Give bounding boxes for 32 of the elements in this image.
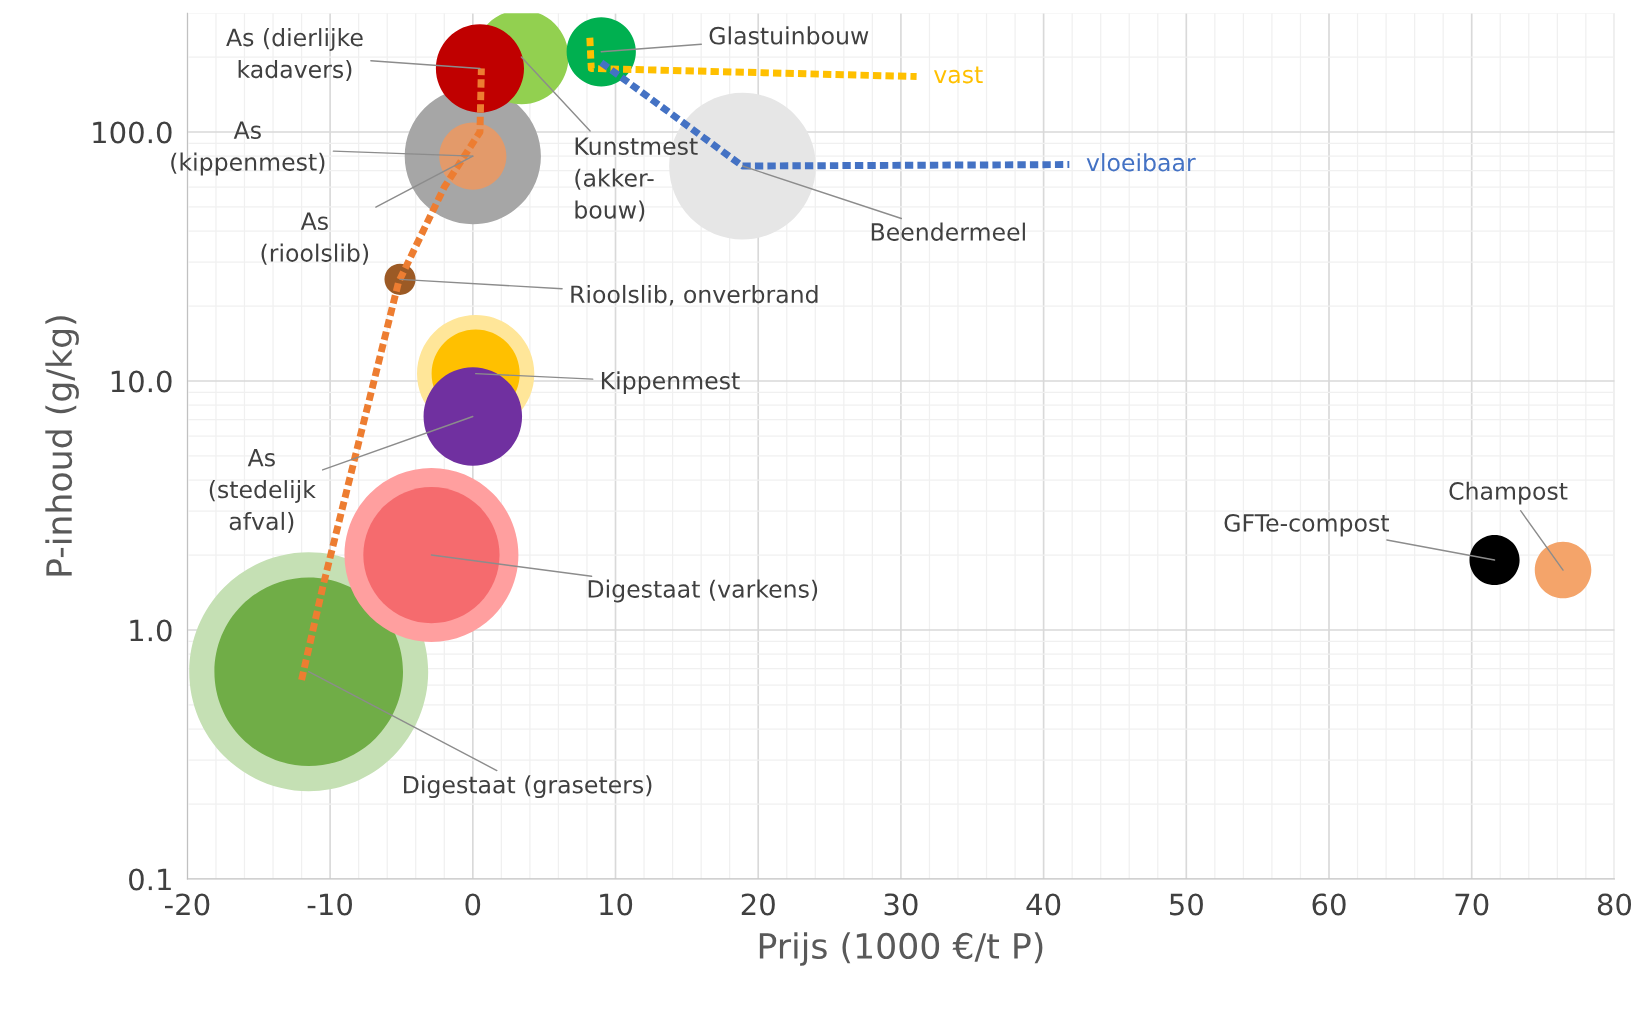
series-label: vloeibaar — [1086, 153, 1196, 172]
annotation: Champost — [1449, 481, 1568, 505]
x-tick-label: 70 — [1455, 893, 1489, 916]
x-tick-label: 30 — [884, 893, 918, 916]
annotation: Digestaat (graseters) — [404, 775, 652, 799]
annotation: Beendermeel — [871, 222, 1025, 241]
x-tick-label: 60 — [1312, 893, 1346, 916]
annotation: As (rioolslib) — [261, 212, 369, 265]
annotation: Digestaat (varkens) — [588, 579, 818, 603]
y-tick-label: 1.0 — [130, 619, 172, 642]
x-tick-label: 10 — [600, 893, 633, 916]
annotation: GFTe-compost — [1224, 514, 1389, 537]
annotation: Rioolslib, onverbrand — [571, 284, 818, 306]
annotation: Kippenmest — [601, 371, 740, 395]
annotation: As (stedelijk afval) — [209, 449, 316, 533]
y-tick-label: 0.1 — [129, 868, 171, 891]
y-tick-label: 100.0 — [93, 121, 172, 144]
x-tick-label: 50 — [1170, 893, 1203, 916]
x-tick-label: 0 — [465, 893, 481, 916]
x-tick-label: -10 — [307, 893, 352, 916]
x-tick-label: 40 — [1026, 893, 1061, 916]
y-tick-label: 10.0 — [111, 370, 172, 393]
annotation: Kunstmest (akker- bouw) — [575, 137, 698, 222]
x-axis-title: Prijs (1000 €/t P) — [759, 932, 1043, 966]
y-axis-title: P-inhoud (g/kg) — [45, 316, 79, 576]
series-label: vast — [933, 66, 983, 84]
x-tick-label: 80 — [1597, 893, 1632, 916]
annotation: As (kippenmest) — [171, 121, 325, 176]
annotation: As (dierlijke kadavers) — [226, 28, 363, 81]
x-tick-label: -20 — [165, 893, 210, 916]
x-tick-label: 20 — [741, 893, 775, 916]
annotation: Glastuinbouw — [709, 26, 869, 45]
